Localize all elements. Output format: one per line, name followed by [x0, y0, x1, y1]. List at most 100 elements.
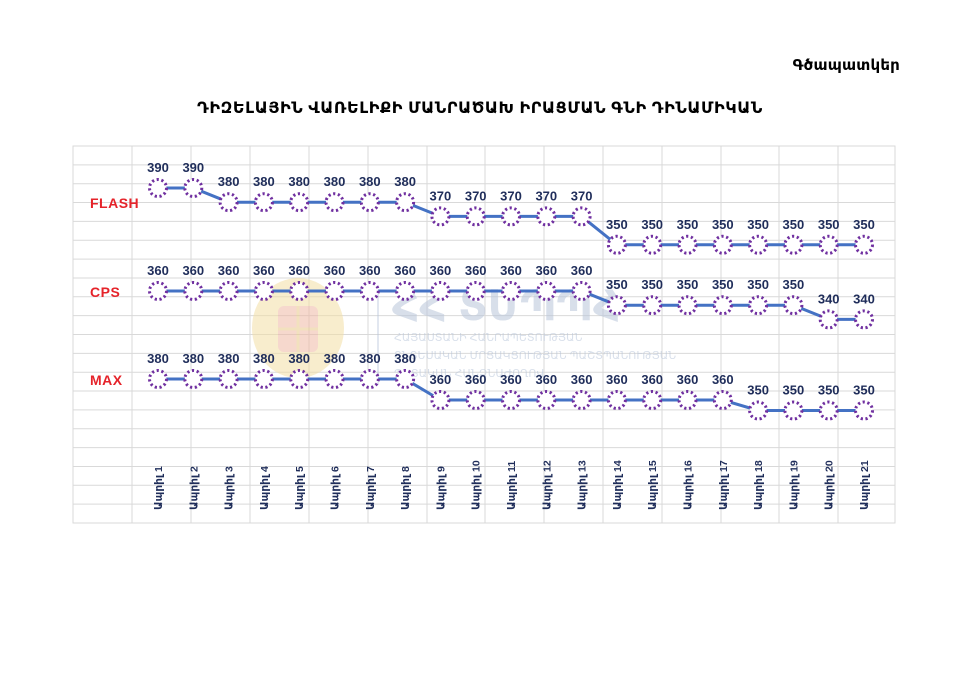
data-point: [430, 390, 451, 410]
data-label: 380: [218, 174, 240, 189]
data-label: 360: [147, 263, 169, 278]
x-tick-label: Ապրիլ 19: [788, 460, 800, 510]
data-point: [324, 192, 345, 213]
data-label: 380: [288, 351, 310, 366]
data-label: 380: [324, 174, 346, 189]
x-tick-label: Ապրիլ 20: [824, 460, 836, 510]
data-point: [183, 369, 204, 389]
data-label: 370: [465, 188, 487, 203]
data-label: 350: [712, 277, 734, 292]
data-label: 370: [500, 188, 522, 203]
data-point: [677, 234, 698, 255]
series-max: MAX 380 380 380 380 380 380 380 380 360 360 360 360 3…: [90, 351, 875, 421]
data-label: 340: [818, 291, 840, 306]
data-point: [748, 295, 769, 316]
data-label: 360: [324, 263, 346, 278]
data-label: 350: [641, 277, 663, 292]
data-point: [148, 178, 168, 198]
data-label: 360: [500, 263, 522, 278]
data-label: 350: [747, 217, 769, 232]
data-label: 360: [500, 372, 522, 387]
data-label: 360: [641, 372, 663, 387]
data-label: 370: [535, 188, 557, 203]
data-label: 360: [288, 263, 310, 278]
data-label: 360: [465, 372, 487, 387]
x-tick-label: Ապրիլ 12: [541, 460, 553, 510]
data-label: 360: [253, 263, 275, 278]
data-point: [571, 281, 592, 301]
data-point: [536, 206, 557, 227]
data-label: 350: [677, 277, 699, 292]
x-axis-ticks: Ապրիլ 1 Ապրիլ 2 Ապրիլ 3 Ապրիլ 4 Ապրիլ 5 Ապրիլ…: [153, 460, 871, 510]
data-label: 360: [606, 372, 628, 387]
data-point: [642, 390, 663, 410]
data-point: [501, 281, 521, 301]
data-label: 380: [288, 174, 310, 189]
data-label: 350: [712, 217, 734, 232]
x-tick-label: Ապրիլ 4: [259, 466, 271, 510]
x-tick-label: Ապրիլ 21: [859, 460, 871, 510]
data-point: [395, 369, 416, 389]
chart-title: ԴԻԶԵԼԱՅԻՆ ՎԱՌԵԼԻՔԻ ՄԱՆՐԱԾԱԽ ԻՐԱՑՄԱՆ ԳՆԻ …: [197, 100, 763, 117]
series-label-max: MAX: [90, 372, 123, 388]
x-tick-label: Ապրիլ 14: [612, 460, 624, 510]
data-label: 380: [253, 174, 275, 189]
data-label: 350: [783, 217, 805, 232]
data-point: [571, 390, 592, 410]
data-label: 360: [677, 372, 699, 387]
data-point: [148, 281, 168, 301]
series-cps: CPS 360 360 360 360 360 360 360 360 360 360 360 360 3…: [90, 263, 875, 330]
data-label: 360: [218, 263, 240, 278]
data-point: [253, 281, 274, 301]
data-point: [677, 295, 698, 316]
series-flash: FLASH 390 390 380 380 380 380 380 380 370 370 370 37…: [90, 160, 875, 255]
data-label: 390: [182, 160, 204, 175]
data-point: [359, 369, 380, 389]
data-point: [783, 234, 804, 255]
data-label: 360: [394, 263, 416, 278]
coat-of-arms-logo: [252, 278, 344, 378]
data-point: [218, 369, 239, 389]
data-label: 360: [430, 372, 452, 387]
data-label: 350: [641, 217, 663, 232]
data-label: 360: [182, 263, 204, 278]
data-point: [183, 281, 204, 301]
data-label: 380: [147, 351, 169, 366]
data-point: [465, 390, 486, 410]
data-label: 380: [394, 351, 416, 366]
watermark: ՀՀ ՏՄՊՊՀ ՀԱՅԱՍՏԱՆԻ ՀԱՆՐԱՊԵՏՈՒԹՅԱՆ ՏՆՏԵՍԱ…: [252, 278, 676, 385]
data-point: [854, 400, 874, 421]
data-label: 350: [853, 217, 875, 232]
x-tick-label: Ապրիլ 10: [471, 460, 483, 510]
data-label: 350: [606, 277, 628, 292]
data-label: 390: [147, 160, 169, 175]
watermark-line-3: ՊԵՏԱԿԱՆ ՀԱՆՁՆԱԺՈՂՈՎ: [394, 368, 545, 380]
data-point: [818, 309, 839, 330]
data-point: [712, 234, 733, 255]
data-label: 380: [218, 351, 240, 366]
data-point: [854, 234, 874, 255]
x-tick-label: Ապրիլ 16: [683, 460, 695, 510]
x-tick-label: Ապրիլ 13: [577, 460, 589, 510]
data-point: [571, 206, 592, 227]
data-label: 350: [747, 383, 769, 398]
data-point: [783, 400, 804, 421]
data-point: [218, 281, 239, 301]
data-label: 360: [535, 263, 557, 278]
data-label: 350: [783, 277, 805, 292]
data-point: [536, 390, 557, 410]
x-tick-label: Ապրիլ 18: [753, 460, 765, 510]
data-point: [289, 281, 310, 301]
x-tick-label: Ապրիլ 6: [330, 466, 342, 510]
data-point: [606, 390, 627, 410]
data-point: [501, 206, 521, 227]
data-point: [465, 281, 486, 301]
data-point: [748, 234, 769, 255]
x-tick-label: Ապրիլ 3: [224, 466, 236, 510]
data-label: 350: [853, 383, 875, 398]
data-label: 380: [394, 174, 416, 189]
data-point: [183, 178, 204, 198]
data-point: [359, 281, 380, 301]
data-point: [395, 192, 416, 213]
